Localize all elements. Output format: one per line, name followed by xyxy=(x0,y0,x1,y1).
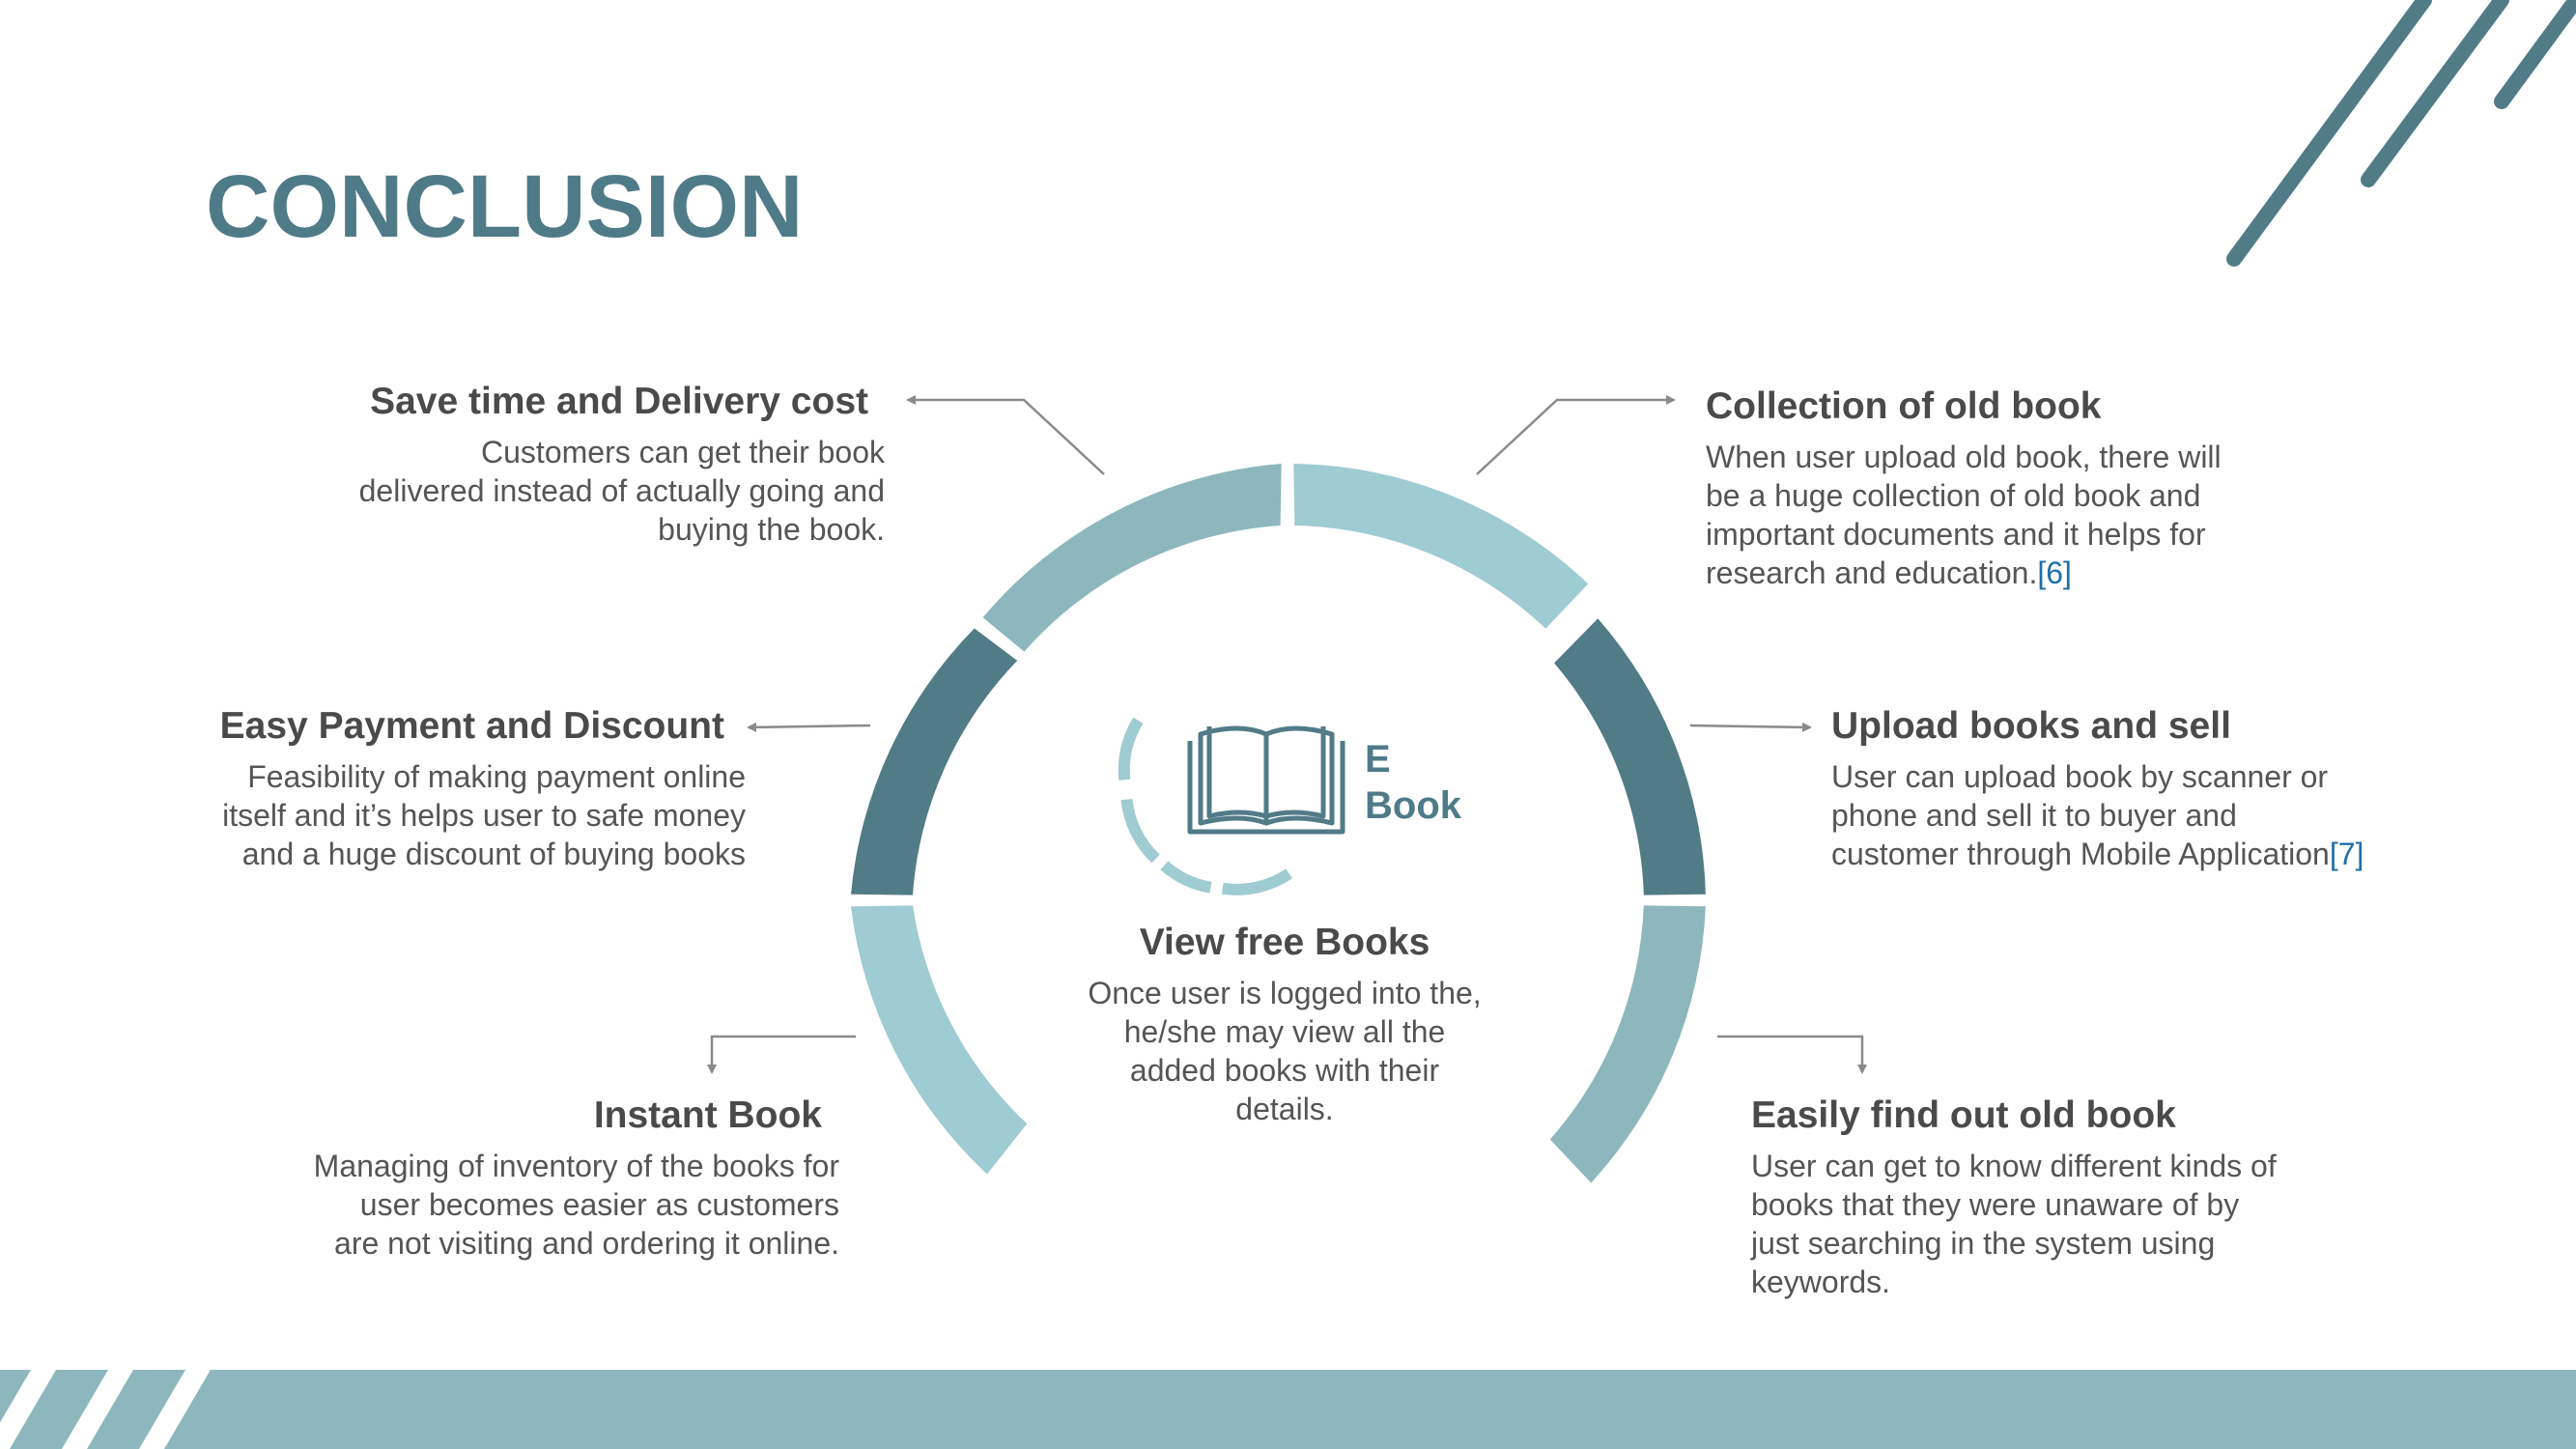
ebook-label: E Book xyxy=(1365,736,1461,829)
item-heading: Instant Book xyxy=(593,1094,822,1136)
item-heading: Easy Payment and Discount xyxy=(219,705,724,747)
page-title: CONCLUSION xyxy=(206,157,804,256)
connector-find-old xyxy=(1717,1035,1867,1074)
ebook-label-line2: Book xyxy=(1365,784,1461,827)
ring-segment-mid-right xyxy=(1554,618,1706,895)
connector-collection xyxy=(1476,395,1676,475)
ring-segment-bottom-left xyxy=(851,905,1028,1175)
item-text: Feasibility of making payment online its… xyxy=(222,759,746,871)
item-heading: Save time and Delivery cost xyxy=(370,381,868,422)
item-heading: Easily find out old book xyxy=(1751,1094,2176,1136)
decorative-slashes xyxy=(2226,0,2576,267)
item-upload: Upload books and sell User can upload bo… xyxy=(1831,705,2469,873)
item-text: Once user is logged into the, he/she may… xyxy=(1088,976,1482,1126)
connector-save-time xyxy=(906,395,1105,475)
connector-upload xyxy=(1689,722,1812,732)
item-collection: Collection of old book When user upload … xyxy=(1706,385,2324,592)
item-view-free-books: View free Books Once user is logged into… xyxy=(1043,922,1526,1128)
ring-segment-top-right xyxy=(1293,464,1589,629)
item-text: Customers can get their book delivered i… xyxy=(358,435,885,547)
item-text: User can upload book by scanner or phone… xyxy=(1831,759,2364,871)
item-text: Managing of inventory of the books for u… xyxy=(313,1149,839,1261)
connectors xyxy=(707,395,1867,1074)
item-heading: View free Books xyxy=(1139,922,1430,963)
ring-segment-bottom-right xyxy=(1549,905,1706,1183)
ring xyxy=(851,464,1706,1183)
item-text: When user upload old book, there will be… xyxy=(1706,440,2222,590)
open-book-icon xyxy=(1187,725,1345,835)
ring-segment-mid-left xyxy=(851,628,1018,895)
item-save-time: Save time and Delivery cost Customers ca… xyxy=(241,381,885,549)
ring-segment-top-left xyxy=(982,464,1282,652)
item-heading: Collection of old book xyxy=(1706,385,2102,427)
item-easy-payment: Easy Payment and Discount Feasibility of… xyxy=(116,705,746,873)
bottom-banner xyxy=(0,1370,2576,1449)
reference-link[interactable]: [6] xyxy=(2037,555,2072,590)
reference-link[interactable]: [7] xyxy=(2329,837,2364,871)
ebook-label-line1: E xyxy=(1365,738,1391,781)
item-find-old: Easily find out old book User can get to… xyxy=(1751,1094,2369,1301)
item-instant-book: Instant Book Managing of inventory of th… xyxy=(241,1094,839,1263)
connector-instant-book xyxy=(707,1035,856,1074)
item-text: User can get to know different kinds of … xyxy=(1751,1149,2277,1299)
connector-easy-payment xyxy=(747,722,871,732)
item-heading: Upload books and sell xyxy=(1831,705,2231,747)
icon-ring xyxy=(1118,717,1292,895)
